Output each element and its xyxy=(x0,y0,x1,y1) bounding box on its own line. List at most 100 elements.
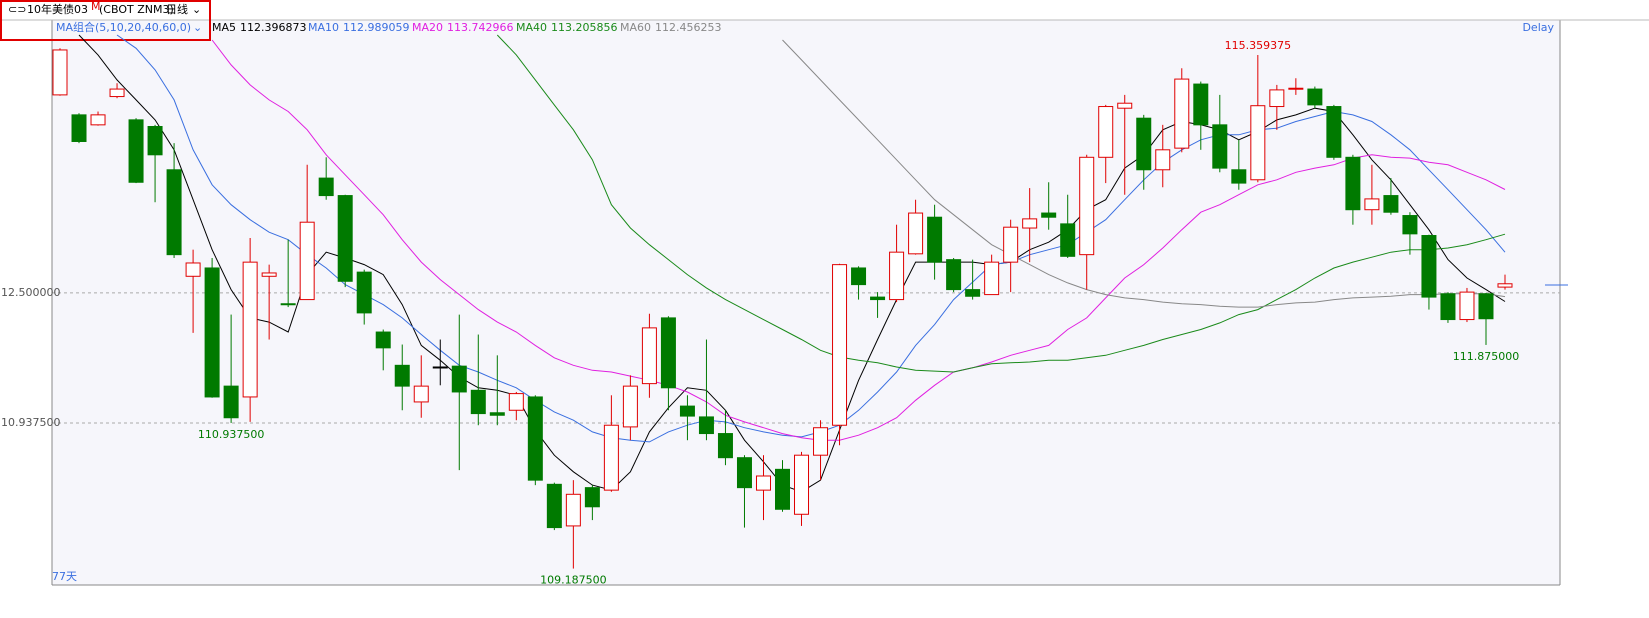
legend-name: MA20 xyxy=(412,21,443,34)
candle-body xyxy=(1041,212,1057,218)
delay: Delay xyxy=(1522,21,1554,34)
labels: 10.937500 12.500000 MA5 112.396873 MA10 112.9… xyxy=(1,21,1519,587)
candle-body xyxy=(318,177,334,197)
candle-body xyxy=(775,468,790,510)
link-icon: ⊂⊃ xyxy=(8,3,26,16)
candle-body xyxy=(851,267,867,286)
candle-body xyxy=(375,331,391,349)
candle-body xyxy=(1345,156,1361,211)
candle-body xyxy=(1231,169,1247,184)
candle-body xyxy=(1497,283,1513,288)
candle-body xyxy=(1003,226,1019,263)
candle-body xyxy=(242,261,258,398)
instrument[interactable]: 10年美债03 xyxy=(27,2,88,16)
ma-lines xyxy=(78,34,1506,493)
candle-body xyxy=(546,483,562,529)
candle-body xyxy=(52,49,68,96)
candle-body xyxy=(451,365,467,393)
candle-body xyxy=(299,221,315,301)
legend-value: 112.989059 xyxy=(343,21,409,34)
candle-body xyxy=(1478,293,1494,320)
high-label: 115.359375 xyxy=(1225,39,1291,52)
candle-body xyxy=(1421,235,1437,298)
candle-body xyxy=(889,251,905,301)
ma-group[interactable]: MA组合(5,10,20,40,60,0) xyxy=(56,20,191,34)
candle-body xyxy=(1212,124,1228,169)
ma-line xyxy=(782,39,1506,308)
legend-entry: MA40 113.205856 xyxy=(516,21,618,34)
candle-body xyxy=(603,424,619,491)
candle-body xyxy=(870,296,886,301)
candle-body xyxy=(109,88,125,98)
period[interactable]: 日线 xyxy=(166,2,188,16)
candle-body xyxy=(1288,87,1304,90)
candle-body xyxy=(736,457,752,489)
candle-body xyxy=(660,317,676,389)
candle-body xyxy=(1193,83,1209,126)
candle-body xyxy=(1174,78,1190,149)
highlight-box xyxy=(0,0,211,41)
ma-line xyxy=(496,34,1506,373)
candle-body xyxy=(1117,102,1133,109)
candle-body xyxy=(128,119,144,183)
candle-body xyxy=(166,169,182,256)
candle-body xyxy=(984,261,1000,296)
legend-entry: MA5 112.396873 xyxy=(212,21,307,34)
candle-body xyxy=(1136,117,1152,171)
low-label: 109.187500 xyxy=(540,574,606,587)
candle-body xyxy=(1402,215,1418,235)
candle-body xyxy=(1459,291,1475,321)
grid xyxy=(52,292,1560,424)
candle-body xyxy=(261,272,277,277)
candle-body xyxy=(1079,156,1095,256)
candle-body xyxy=(908,212,924,255)
candle-body xyxy=(489,412,505,416)
candle-body xyxy=(1440,293,1456,321)
candle-body xyxy=(1098,106,1114,158)
ma-line xyxy=(78,34,1506,493)
legend-value: 112.396873 xyxy=(240,21,306,34)
candle-body xyxy=(1307,88,1323,106)
candle-body xyxy=(565,493,581,527)
low-label: 110.937500 xyxy=(198,428,264,441)
legend-entry: MA20 113.742966 xyxy=(412,21,514,34)
candle-body xyxy=(794,454,810,515)
legend-name: MA60 xyxy=(620,21,651,34)
day-count: 77天 xyxy=(52,570,77,583)
legend-name: MA40 xyxy=(516,21,547,34)
candle-body xyxy=(698,416,714,435)
dropdown-icon[interactable]: ⌄ xyxy=(193,21,202,34)
candle-body xyxy=(641,327,657,385)
candle-body xyxy=(584,487,600,508)
candle-body xyxy=(394,364,410,387)
legend-value: 112.456253 xyxy=(655,21,721,34)
candle-body xyxy=(432,366,448,369)
candle-body xyxy=(1022,218,1038,229)
legend-name: MA5 xyxy=(212,21,236,34)
candle-body xyxy=(470,389,486,415)
candle-body xyxy=(413,385,429,403)
code: (CBOT ZNM3) xyxy=(99,3,174,16)
candle-body xyxy=(965,289,981,297)
flag: M xyxy=(91,0,101,13)
y-tick-label: 10.937500 xyxy=(1,416,61,429)
candle-body xyxy=(813,427,829,456)
ma-line xyxy=(116,34,1506,443)
y-tick-label: 12.500000 xyxy=(1,286,61,299)
legend-entry: MA60 112.456253 xyxy=(620,21,722,34)
candle-body xyxy=(946,259,962,291)
candle-body xyxy=(204,267,220,398)
candle-body xyxy=(622,385,638,428)
candle-body xyxy=(755,475,771,491)
candle-body xyxy=(1250,105,1266,181)
candle-body xyxy=(717,433,733,459)
candle-body xyxy=(832,264,848,426)
low-label: 111.875000 xyxy=(1453,350,1519,363)
legend-value: 113.742966 xyxy=(447,21,513,34)
candle-body xyxy=(1326,106,1342,158)
dropdown-icon[interactable]: ⌄ xyxy=(192,3,201,16)
candle-body xyxy=(185,262,201,277)
candles xyxy=(52,48,1513,569)
candle-body xyxy=(679,405,695,417)
